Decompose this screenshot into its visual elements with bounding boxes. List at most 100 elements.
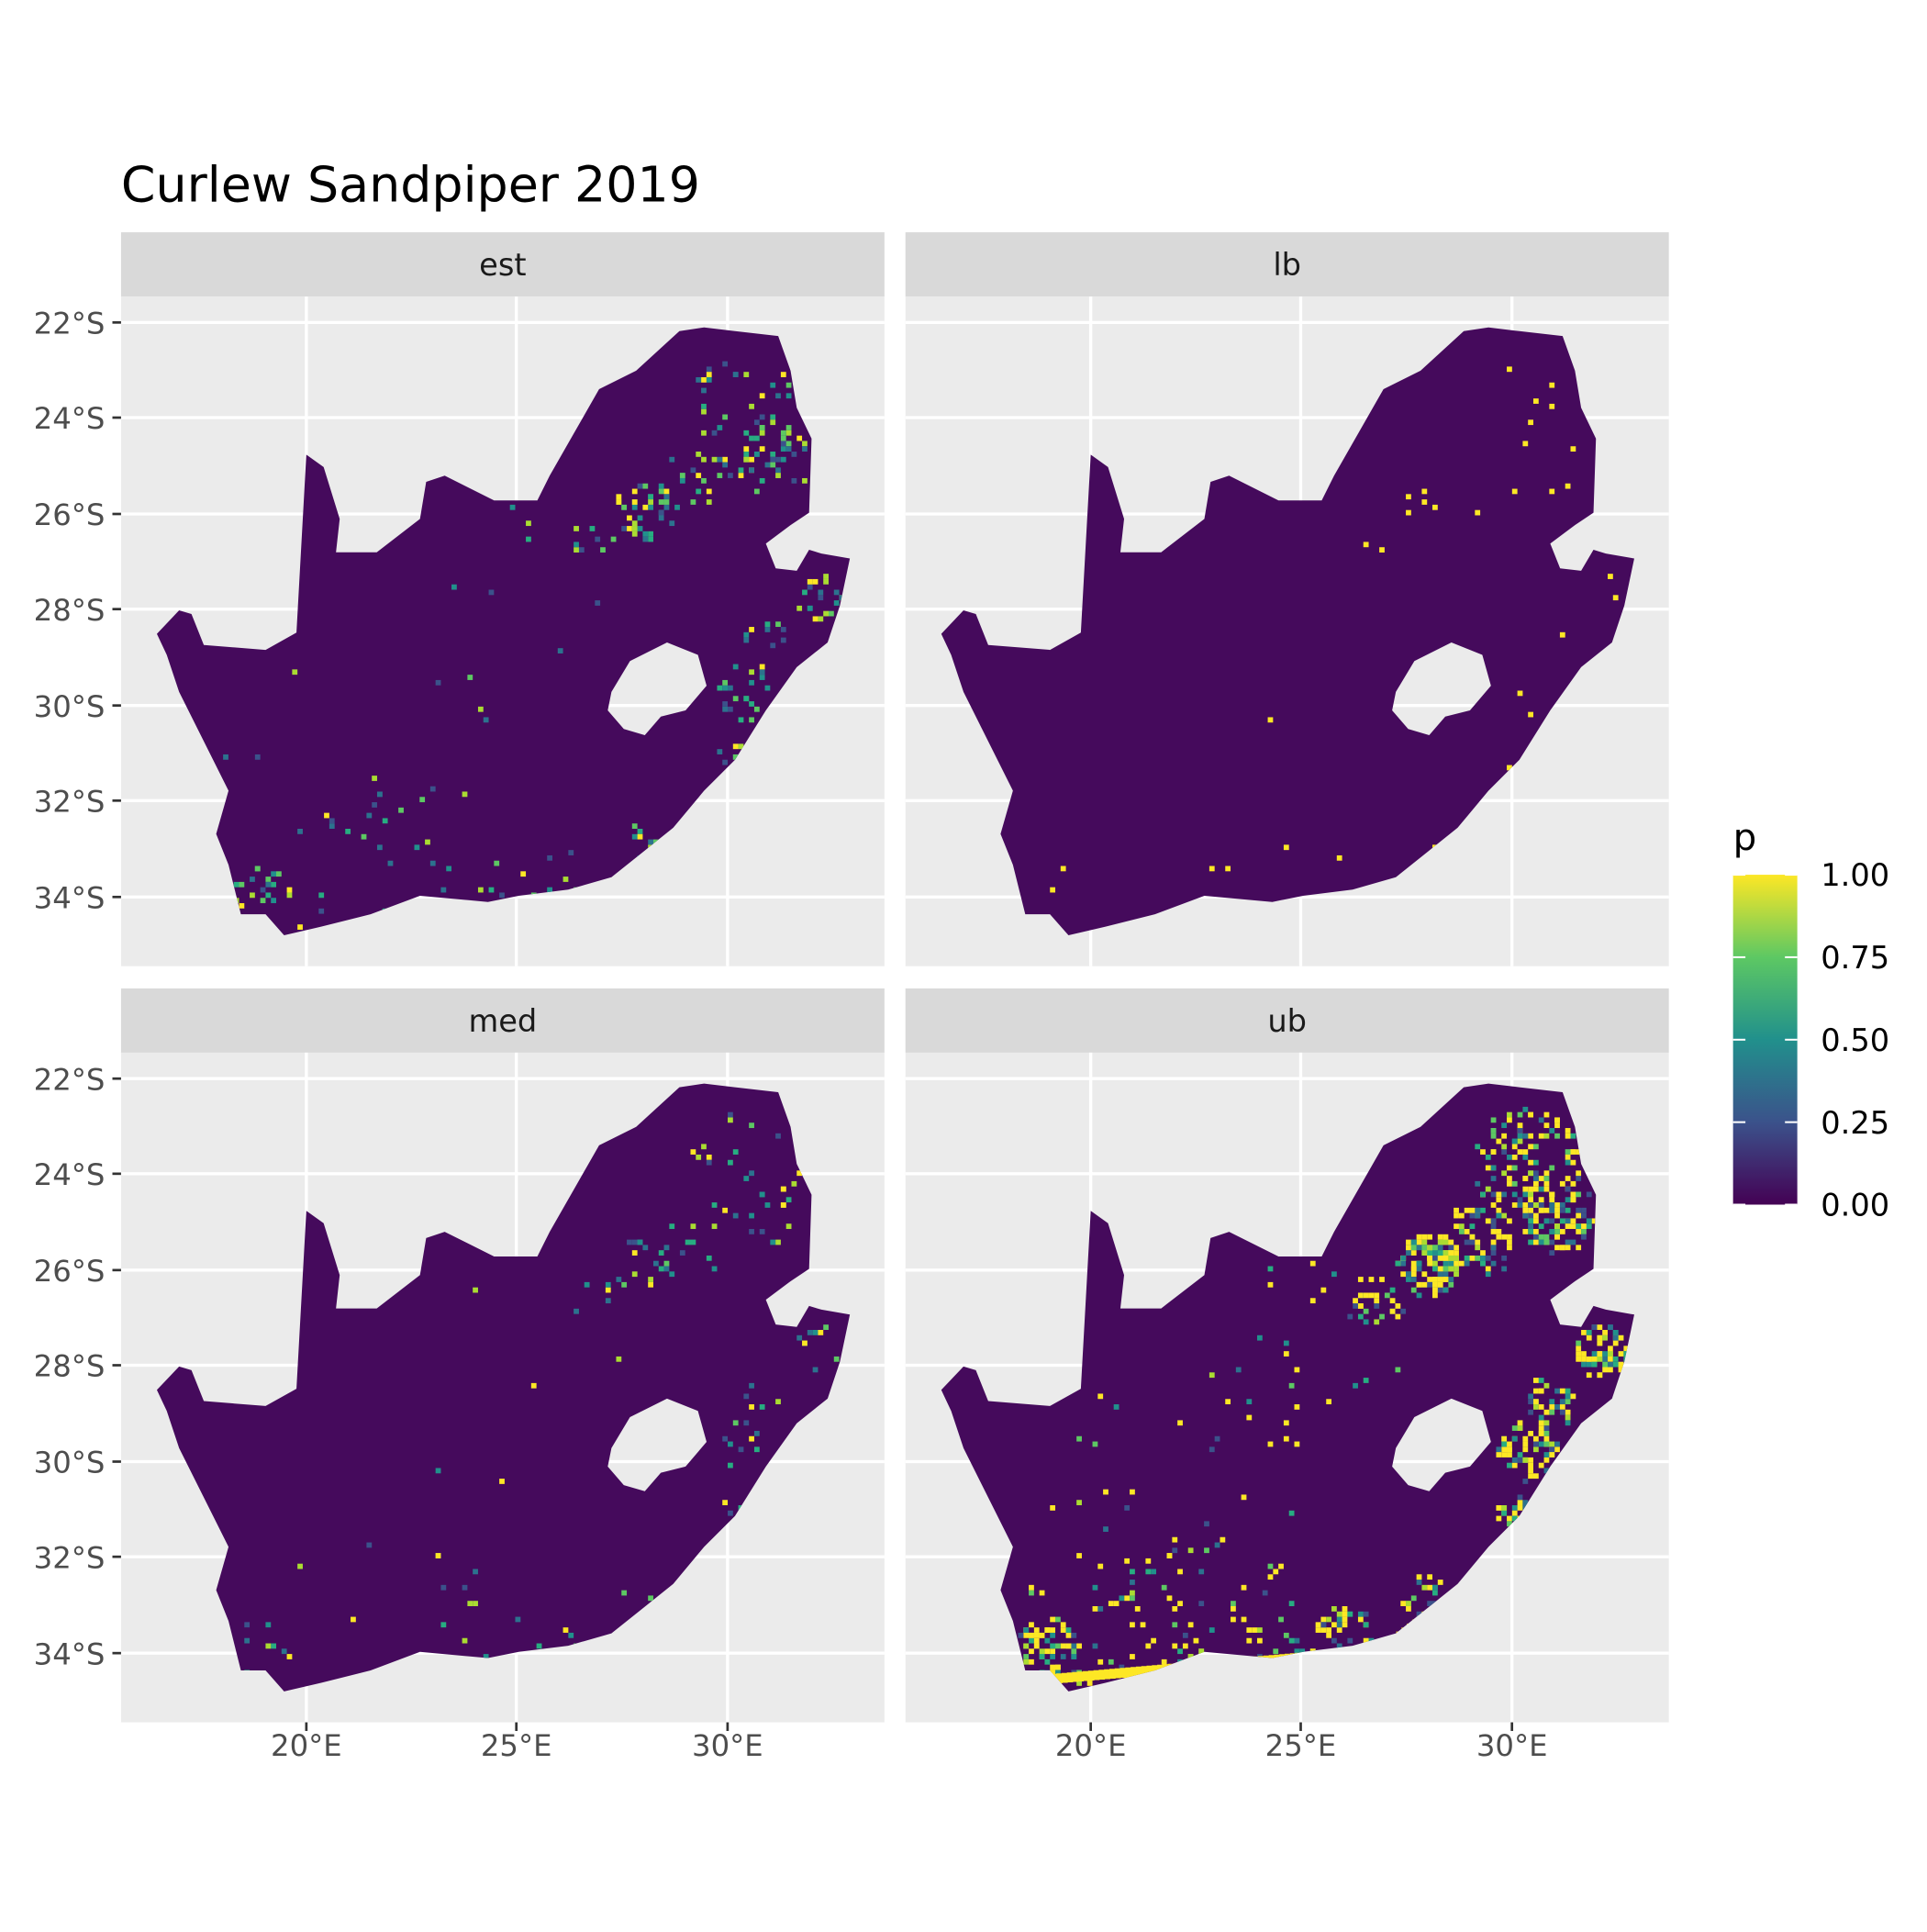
raster-cell xyxy=(1517,1457,1523,1463)
raster-cell xyxy=(648,1595,653,1602)
legend: p 1.00 0.75 0.50 0.25 0.00 xyxy=(1732,816,1889,1223)
raster-cell xyxy=(1496,1452,1502,1457)
raster-cell xyxy=(1618,1367,1624,1373)
raster-cell xyxy=(1406,1606,1411,1612)
raster-cell xyxy=(663,1245,670,1251)
raster-cell xyxy=(1177,1601,1183,1606)
raster-cell xyxy=(1602,1335,1609,1341)
raster-cell xyxy=(1416,1281,1422,1288)
raster-cell xyxy=(1039,1654,1045,1659)
raster-cell xyxy=(1432,1590,1438,1596)
raster-cell xyxy=(1559,1180,1565,1187)
raster-cell xyxy=(1294,1637,1300,1644)
raster-cell xyxy=(711,1202,718,1208)
raster-cell xyxy=(1475,1180,1481,1187)
raster-cell xyxy=(706,376,712,383)
raster-cell xyxy=(584,1281,590,1288)
raster-cell xyxy=(1033,1632,1040,1638)
raster-cell xyxy=(1060,1627,1066,1633)
raster-cell xyxy=(271,881,276,888)
raster-cell xyxy=(1532,1388,1539,1394)
raster-cell xyxy=(1565,1186,1571,1192)
raster-cell xyxy=(1432,1266,1438,1272)
raster-cell xyxy=(1246,1627,1253,1633)
y-tick-label: 30°S xyxy=(34,689,106,724)
y-tick-label: 26°S xyxy=(34,497,106,532)
raster-cell xyxy=(711,430,718,436)
raster-cell xyxy=(1565,1393,1571,1400)
raster-cell xyxy=(1522,441,1529,447)
raster-cell xyxy=(749,435,754,441)
raster-cell xyxy=(728,706,733,712)
raster-cell xyxy=(1421,1234,1428,1240)
raster-cell xyxy=(1410,1271,1417,1278)
raster-cell xyxy=(743,456,750,463)
raster-cell xyxy=(732,754,739,760)
raster-cell xyxy=(1528,1430,1533,1436)
raster-cell xyxy=(1283,1351,1289,1357)
raster-cell xyxy=(1485,1266,1491,1272)
raster-cell xyxy=(1363,542,1369,548)
raster-cell xyxy=(701,387,707,394)
raster-cell xyxy=(1029,1584,1034,1591)
raster-cell xyxy=(1517,1494,1523,1501)
raster-cell xyxy=(1076,1500,1082,1506)
raster-cell xyxy=(1389,1298,1396,1304)
raster-cell xyxy=(1065,1643,1072,1649)
raster-cell xyxy=(1522,1133,1529,1139)
raster-cell xyxy=(780,1186,786,1192)
raster-cell xyxy=(1209,1723,1215,1728)
raster-cell xyxy=(1490,1149,1497,1155)
facet-strip xyxy=(120,988,885,1053)
raster-cell xyxy=(711,1266,718,1272)
raster-cell xyxy=(696,473,702,478)
plot-title: Curlew Sandpiper 2019 xyxy=(121,155,700,213)
raster-cell xyxy=(775,1399,781,1405)
raster-cell xyxy=(1432,1260,1438,1267)
raster-cell xyxy=(1315,1627,1321,1633)
raster-cell xyxy=(732,1149,739,1155)
raster-cell xyxy=(574,1308,579,1314)
raster-cell xyxy=(435,1553,441,1558)
raster-cell xyxy=(1597,1340,1603,1346)
raster-cell xyxy=(1023,1632,1030,1638)
raster-cell xyxy=(1400,1260,1407,1267)
raster-cell xyxy=(1395,1303,1401,1309)
raster-cell xyxy=(1543,1180,1550,1187)
raster-cell xyxy=(1597,1335,1603,1341)
raster-cell xyxy=(711,456,718,463)
raster-cell xyxy=(1543,1430,1550,1436)
raster-cell xyxy=(679,1250,685,1256)
raster-cell xyxy=(1209,1723,1215,1728)
raster-cell xyxy=(1538,1388,1544,1394)
raster-cell xyxy=(1252,1627,1257,1633)
raster-cell xyxy=(1039,1590,1045,1596)
raster-cell xyxy=(1581,1229,1587,1234)
raster-cell xyxy=(658,483,664,489)
raster-cell xyxy=(1559,1207,1565,1213)
raster-cell xyxy=(759,1404,765,1410)
raster-cell xyxy=(1172,1536,1178,1543)
raster-cell xyxy=(1092,1584,1098,1591)
raster-cell xyxy=(1522,1149,1529,1155)
raster-cell xyxy=(1501,1234,1508,1240)
raster-cell xyxy=(1448,1281,1454,1288)
raster-cell xyxy=(467,675,473,680)
raster-cell xyxy=(759,477,765,484)
raster-cell xyxy=(547,887,552,893)
raster-cell xyxy=(1086,1681,1093,1686)
raster-cell xyxy=(568,1632,574,1638)
raster-cell xyxy=(1256,1627,1263,1633)
raster-cell xyxy=(749,403,754,409)
raster-cell xyxy=(637,515,643,521)
legend-tick-label: 0.50 xyxy=(1821,1022,1889,1058)
raster-cell xyxy=(1432,1250,1438,1256)
raster-cell xyxy=(1543,1457,1550,1463)
raster-cell xyxy=(764,685,771,691)
raster-cell xyxy=(658,509,664,516)
raster-cell xyxy=(1570,1149,1576,1155)
raster-cell xyxy=(722,361,729,367)
raster-cell xyxy=(1464,1207,1470,1213)
raster-cell xyxy=(1103,1526,1108,1532)
legend-tick-label: 0.25 xyxy=(1821,1105,1889,1141)
